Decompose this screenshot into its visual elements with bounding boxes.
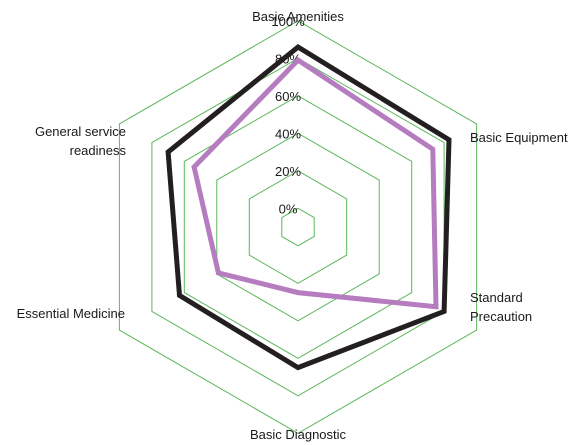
tick-label: 40% — [275, 126, 301, 141]
axis-label: Standard Precaution — [470, 290, 532, 324]
tick-label: 60% — [275, 89, 301, 104]
grid-ring — [151, 57, 445, 397]
tick-label: 20% — [275, 164, 301, 179]
grid-ring — [118, 20, 478, 434]
tick-label: 0% — [279, 201, 298, 216]
series-line-2 — [191, 56, 439, 310]
axis-labels: Basic Amenities Basic Equipment Standard Pr… — [17, 9, 568, 442]
radar-grid — [118, 20, 478, 434]
axis-label: Basic Diagnostic — [250, 427, 347, 442]
grid-ring — [248, 170, 348, 284]
grid-ring — [281, 207, 315, 247]
axis-label: General service readiness — [35, 124, 127, 158]
radial-tick-labels: 0%20%40%60%80%100% — [271, 14, 305, 217]
axis-label: Basic Equipment — [470, 130, 568, 145]
radar-series — [165, 43, 452, 371]
axis-label: Essential Medicine — [17, 306, 125, 321]
grid-ring — [216, 132, 380, 322]
axis-label: Basic Amenities — [252, 9, 344, 24]
tick-label: 100% — [271, 14, 305, 29]
grid-ring — [183, 95, 413, 359]
series-line-1 — [165, 43, 452, 371]
